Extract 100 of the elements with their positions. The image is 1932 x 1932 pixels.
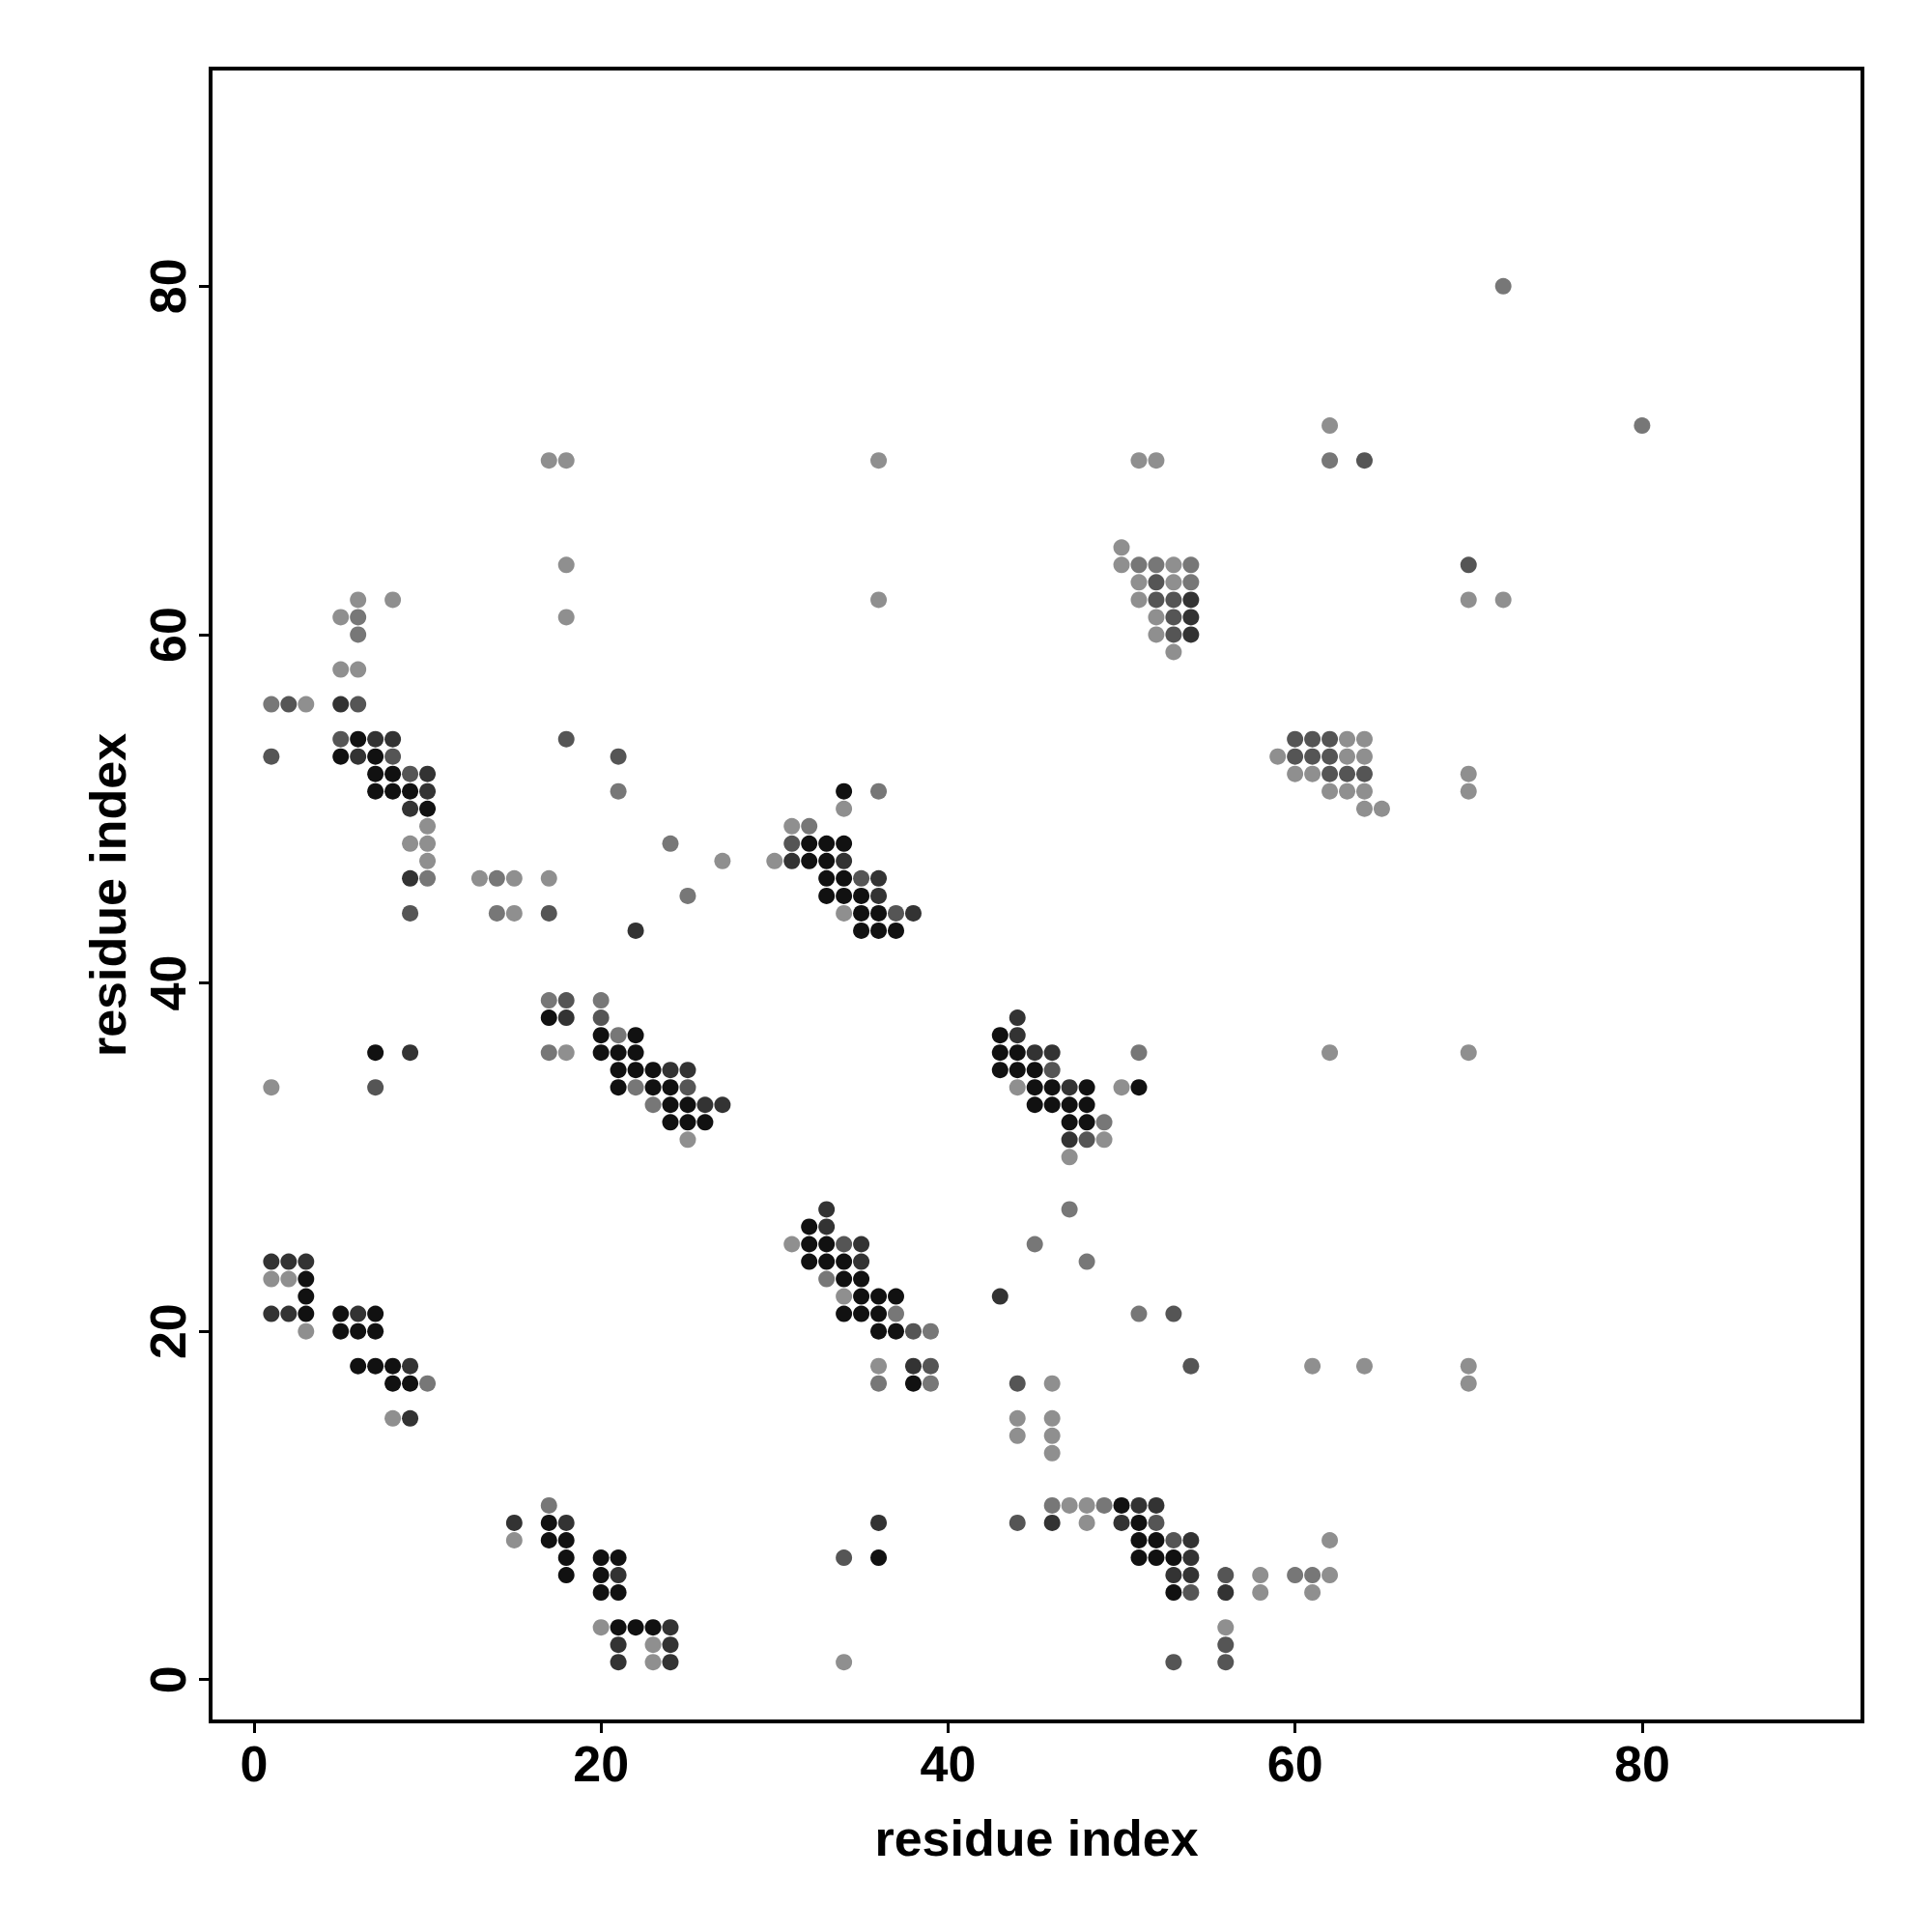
point	[1148, 556, 1165, 574]
point	[1494, 277, 1512, 295]
point	[1182, 1584, 1200, 1602]
point	[888, 904, 905, 922]
point	[1130, 1044, 1148, 1062]
point	[870, 782, 888, 800]
point	[540, 1496, 557, 1514]
y-tick-label: 0	[140, 1665, 196, 1694]
point	[1182, 574, 1200, 591]
point	[836, 1236, 853, 1253]
x-axis-title: residue index	[874, 1810, 1199, 1866]
point	[870, 1375, 888, 1392]
point	[1165, 591, 1182, 609]
point	[488, 869, 505, 887]
point	[1061, 1201, 1078, 1218]
x-tick-label: 20	[573, 1736, 630, 1792]
point	[1217, 1567, 1235, 1584]
point	[662, 835, 679, 852]
point	[1148, 1514, 1165, 1531]
point	[540, 992, 557, 1009]
point	[801, 817, 818, 835]
x-tick-label: 80	[1613, 1736, 1670, 1792]
y-axis-title: residue index	[80, 732, 136, 1058]
point	[1026, 1236, 1043, 1253]
point	[1634, 417, 1651, 435]
point	[1148, 591, 1165, 609]
point	[419, 1375, 437, 1392]
x-tick-label: 60	[1266, 1736, 1323, 1792]
point	[818, 1270, 836, 1288]
point	[402, 765, 419, 782]
point	[1321, 452, 1339, 469]
point	[540, 1044, 557, 1062]
point	[679, 1079, 696, 1096]
point	[783, 835, 801, 852]
point	[1304, 730, 1321, 748]
x-tick-label: 0	[240, 1736, 269, 1792]
point	[679, 887, 696, 904]
point	[1287, 748, 1304, 765]
point	[1356, 452, 1373, 469]
point	[402, 904, 419, 922]
point	[1165, 1305, 1182, 1322]
point	[350, 626, 367, 643]
point	[280, 696, 298, 713]
point	[1217, 1654, 1235, 1671]
point	[1148, 574, 1165, 591]
point	[384, 748, 402, 765]
point	[922, 1357, 939, 1375]
point	[1217, 1636, 1235, 1654]
point	[1009, 1375, 1026, 1392]
point	[592, 992, 610, 1009]
point	[488, 904, 505, 922]
point	[1095, 1496, 1113, 1514]
point	[1321, 765, 1339, 782]
point	[904, 1322, 922, 1340]
point	[557, 992, 575, 1009]
point	[1321, 730, 1339, 748]
point	[263, 696, 280, 713]
point	[1009, 1514, 1026, 1531]
point	[610, 748, 627, 765]
point	[627, 1079, 644, 1096]
point	[1182, 1357, 1200, 1375]
point	[1130, 1305, 1148, 1322]
y-tick-label: 60	[140, 607, 196, 663]
point	[922, 1322, 939, 1340]
point	[350, 609, 367, 626]
point	[1130, 556, 1148, 574]
point	[836, 1549, 853, 1567]
point	[1304, 748, 1321, 765]
point	[888, 1305, 905, 1322]
point	[1043, 1496, 1061, 1514]
point	[1287, 1567, 1304, 1584]
point	[922, 1375, 939, 1392]
point	[1321, 748, 1339, 765]
point	[419, 869, 437, 887]
point	[1287, 730, 1304, 748]
y-tick-label: 40	[140, 954, 196, 1011]
y-tick-label: 20	[140, 1303, 196, 1360]
point	[1165, 609, 1182, 626]
point	[1165, 1654, 1182, 1671]
point	[1043, 1062, 1061, 1079]
point	[1304, 1567, 1321, 1584]
y-tick-label: 80	[140, 258, 196, 315]
point	[1078, 1253, 1095, 1270]
point	[1460, 556, 1477, 574]
point	[540, 904, 557, 922]
x-tick-label: 40	[920, 1736, 977, 1792]
point	[853, 869, 870, 887]
point	[1182, 556, 1200, 574]
point	[610, 782, 627, 800]
point	[1165, 626, 1182, 643]
point	[644, 1096, 662, 1114]
point	[350, 696, 367, 713]
point	[592, 1009, 610, 1027]
point	[610, 1027, 627, 1044]
point	[263, 748, 280, 765]
point	[1339, 765, 1356, 782]
point	[1165, 1532, 1182, 1548]
point	[1078, 1131, 1095, 1149]
point	[1095, 1114, 1113, 1131]
point	[557, 730, 575, 748]
